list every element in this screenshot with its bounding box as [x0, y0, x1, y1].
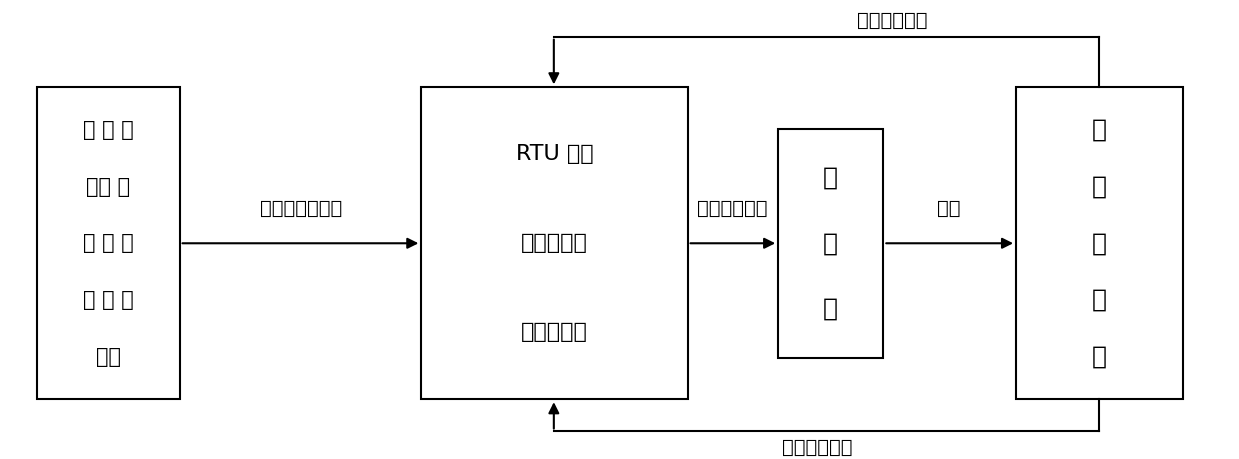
Text: 器: 器	[823, 297, 839, 321]
Text: 及存储模块: 及存储模块	[522, 322, 587, 342]
Text: 模块: 模块	[95, 347, 121, 367]
Text: 电: 电	[1092, 288, 1108, 312]
Text: 当前电机频率: 当前电机频率	[857, 11, 927, 30]
Text: 据 获 取: 据 获 取	[83, 290, 134, 310]
Text: 变: 变	[823, 166, 839, 190]
Text: 频: 频	[823, 231, 839, 255]
Text: 调节: 调节	[938, 199, 960, 218]
Bar	[421, 87, 688, 399]
Text: 最佳电机频率: 最佳电机频率	[698, 199, 767, 218]
Text: 当前电机功率: 当前电机功率	[783, 438, 852, 457]
Text: 机: 机	[1092, 231, 1108, 255]
Bar	[37, 87, 180, 399]
Text: RTU 闭环: RTU 闭环	[515, 144, 593, 164]
Text: 控制、计算: 控制、计算	[522, 233, 587, 253]
Text: 载荷及位移数据: 载荷及位移数据	[260, 199, 342, 218]
Text: 油: 油	[1092, 174, 1108, 199]
Bar	[778, 129, 883, 358]
Text: 抄: 抄	[1092, 118, 1108, 142]
Text: 光杆 示: 光杆 示	[87, 177, 130, 196]
Bar	[1016, 87, 1183, 399]
Text: 功 图 数: 功 图 数	[83, 233, 134, 253]
Text: 抄 油 机: 抄 油 机	[83, 120, 134, 140]
Text: 机: 机	[1092, 345, 1108, 369]
